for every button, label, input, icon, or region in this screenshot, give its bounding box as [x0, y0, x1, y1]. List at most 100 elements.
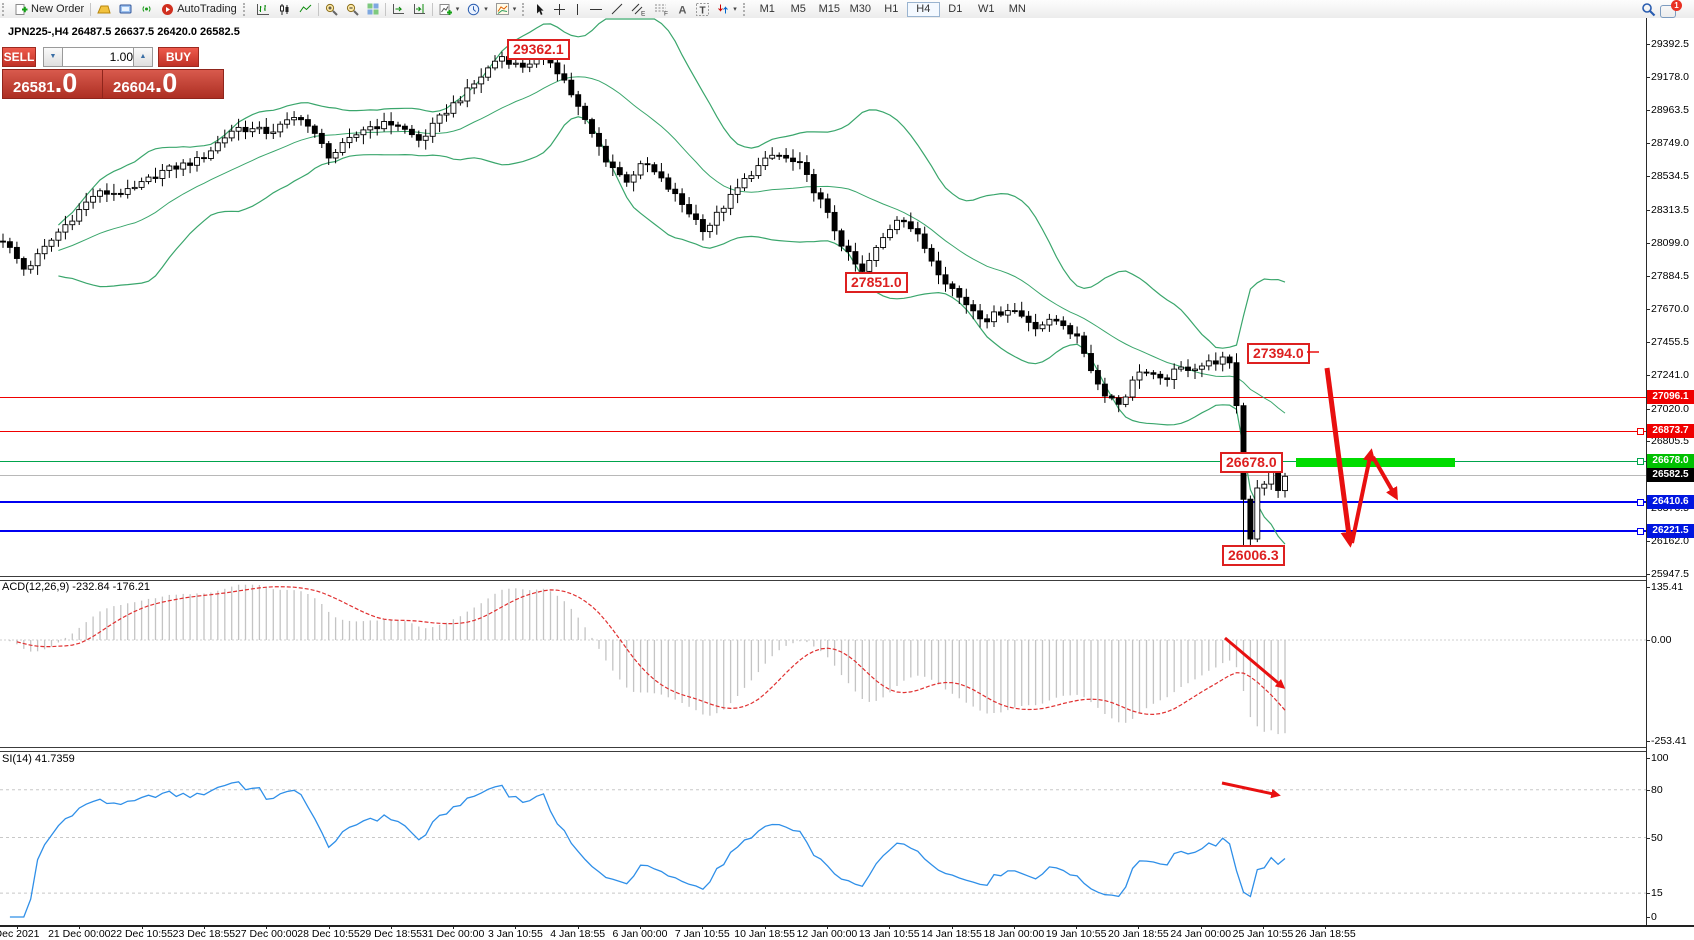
- timeframe-button-M1[interactable]: M1: [759, 2, 775, 15]
- price-callout-label[interactable]: 29362.1: [507, 39, 570, 60]
- price-marker-badge[interactable]: 26873.7: [1647, 424, 1694, 438]
- bar-chart-button[interactable]: [252, 1, 274, 17]
- sell-price: 26581: [13, 79, 55, 96]
- new-chart-button[interactable]: ▾: [435, 1, 464, 17]
- timeframe-button-M5[interactable]: M5: [790, 2, 806, 15]
- line-handle[interactable]: [1637, 528, 1644, 535]
- sell-price-panel[interactable]: 26581.0: [2, 69, 109, 99]
- time-axis-label: 25 Jan 10:55: [1232, 928, 1294, 940]
- timeframe-button-M15[interactable]: M15: [818, 2, 840, 15]
- volume-decrease-button[interactable]: ▼: [43, 47, 63, 67]
- periods-button[interactable]: ▾: [463, 1, 492, 17]
- timeframe-button-H4[interactable]: H4: [906, 1, 940, 17]
- auto-scroll-button[interactable]: [388, 1, 409, 17]
- panel-separator[interactable]: [0, 747, 1694, 752]
- volume-input[interactable]: 1.00: [62, 47, 140, 67]
- volume-increase-button[interactable]: ▲: [133, 47, 153, 67]
- vertical-line-button[interactable]: [570, 1, 585, 17]
- price-line-26221.5[interactable]: [0, 530, 1646, 532]
- deposit-button[interactable]: [93, 1, 115, 17]
- zoom-in-button[interactable]: [321, 1, 342, 17]
- time-tick-mark: [17, 925, 18, 929]
- fibonacci-button[interactable]: F: [650, 1, 673, 17]
- time-tick-mark: [203, 925, 205, 929]
- line-handle[interactable]: [1637, 428, 1644, 435]
- experts-icon: [119, 3, 132, 15]
- price-line-26873.7[interactable]: [0, 431, 1646, 432]
- timeframe-button-H1[interactable]: H1: [884, 2, 899, 15]
- line-chart-button[interactable]: [295, 1, 316, 17]
- autotrading-button[interactable]: AutoTrading: [157, 1, 241, 17]
- templates-button[interactable]: ▾: [492, 1, 521, 17]
- buy-button[interactable]: BUY: [158, 47, 199, 67]
- timeframe-button-MN[interactable]: MN: [1008, 2, 1026, 15]
- search-button[interactable]: [1637, 1, 1660, 17]
- price-line-27096.1[interactable]: [0, 397, 1646, 398]
- chart-shift-button[interactable]: [409, 1, 430, 17]
- toolbar: New Order AutoTrading ▾ ▾ ▾ E F A T ▾ M1 M5 M15 M30 H1…: [0, 0, 1694, 19]
- axis-tick-label: 80: [1651, 784, 1663, 796]
- timeframe-button-M30[interactable]: M30: [849, 2, 871, 15]
- time-tick-mark: [515, 925, 517, 929]
- arrows-icon: [717, 3, 729, 15]
- buy-price-panel[interactable]: 26604.0: [102, 69, 224, 99]
- axis-tick-mark: [1646, 790, 1650, 791]
- time-tick-mark: [889, 925, 891, 929]
- axis-tick-label: 28313.5: [1651, 204, 1689, 216]
- triangle-down-icon: ▼: [49, 53, 57, 60]
- zoom-out-button[interactable]: [342, 1, 363, 17]
- text-button[interactable]: A: [673, 1, 692, 17]
- line-chart-icon: [299, 3, 312, 15]
- channel-button[interactable]: E: [627, 1, 650, 17]
- price-marker-badge[interactable]: 26410.6: [1647, 495, 1694, 509]
- panel-separator[interactable]: [0, 576, 1694, 581]
- chart-area[interactable]: [0, 18, 1646, 925]
- line-handle[interactable]: [1637, 499, 1644, 506]
- highlight-segment[interactable]: [1296, 458, 1455, 467]
- timeframe-button-D1[interactable]: D1: [948, 2, 963, 15]
- notifications-button[interactable]: 1: [1660, 0, 1682, 18]
- trendline-icon: [611, 3, 623, 15]
- axis-tick-label: 135.41: [1651, 581, 1684, 593]
- price-marker-badge[interactable]: 26582.5: [1647, 468, 1694, 482]
- arrows-button[interactable]: ▾: [713, 1, 741, 17]
- experts-button[interactable]: [115, 1, 136, 17]
- horizontal-line-button[interactable]: [585, 1, 607, 17]
- price-marker-badge[interactable]: 26678.0: [1647, 454, 1694, 468]
- templates-icon: [495, 3, 509, 15]
- dropdown-caret[interactable]: ▾: [733, 6, 737, 13]
- price-callout-label[interactable]: 26006.3: [1222, 545, 1285, 566]
- axis-tick-mark: [1646, 375, 1650, 376]
- price-callout-label[interactable]: 27851.0: [845, 272, 908, 293]
- axis-tick-mark: [1646, 44, 1650, 45]
- sell-button[interactable]: SELL: [2, 47, 36, 67]
- time-tick-mark: [1013, 925, 1015, 929]
- axis-tick-label: 27241.0: [1651, 369, 1689, 381]
- price-marker-badge[interactable]: 27096.1: [1647, 390, 1694, 404]
- price-callout-label[interactable]: 26678.0: [1220, 452, 1283, 473]
- dropdown-caret[interactable]: ▾: [512, 6, 517, 13]
- time-tick-mark: [702, 925, 704, 929]
- price-marker-badge[interactable]: 26221.5: [1647, 524, 1694, 538]
- trendline-button[interactable]: [607, 1, 627, 17]
- line-handle[interactable]: [1637, 458, 1644, 465]
- label-button[interactable]: T: [692, 1, 713, 17]
- candlestick-chart-button[interactable]: [274, 1, 295, 17]
- zoom-in-icon: [325, 3, 338, 16]
- axis-tick-label: 27670.0: [1651, 303, 1689, 315]
- new-order-button[interactable]: New Order: [11, 1, 88, 17]
- price-line-26410.6[interactable]: [0, 501, 1646, 503]
- auto-scroll-icon: [392, 3, 405, 15]
- crosshair-button[interactable]: [549, 1, 570, 17]
- cursor-button[interactable]: [531, 1, 549, 17]
- dropdown-caret[interactable]: ▾: [455, 6, 460, 13]
- signals-button[interactable]: [136, 1, 157, 17]
- axis-tick-label: 0.00: [1651, 634, 1672, 646]
- dropdown-caret[interactable]: ▾: [484, 6, 488, 13]
- tile-windows-button[interactable]: [363, 1, 383, 17]
- price-callout-label[interactable]: 27394.0: [1247, 343, 1310, 364]
- time-tick-mark: [1138, 925, 1140, 929]
- price-line-26582.5[interactable]: [0, 475, 1646, 476]
- timeframe-button-W1[interactable]: W1: [978, 2, 995, 15]
